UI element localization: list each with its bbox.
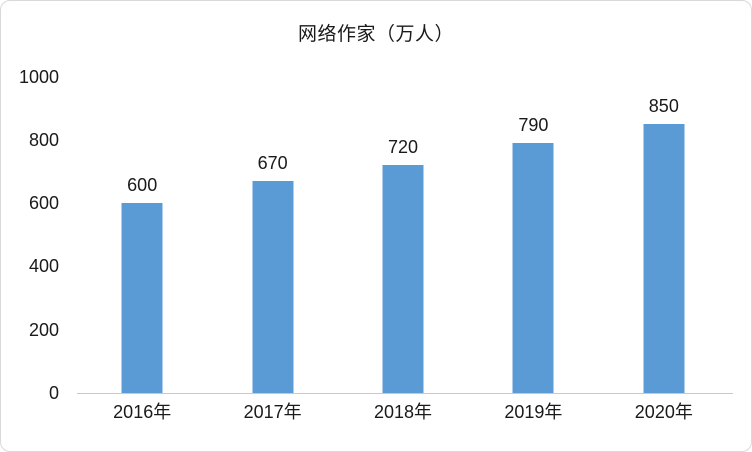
bar (512, 142, 554, 393)
y-axis-tick-label: 800 (28, 129, 59, 150)
x-axis-category-label: 2017年 (243, 402, 302, 422)
bar (252, 180, 294, 393)
bar-value-label: 720 (387, 137, 419, 158)
bar-slot: 850 2020年 (599, 1, 729, 422)
bar-value-label: 600 (127, 175, 158, 196)
x-axis-category-label: 2018年 (373, 402, 433, 422)
bar-value-label: 670 (257, 152, 288, 173)
x-axis-category-label: 2016年 (113, 402, 172, 422)
bar (643, 123, 685, 393)
x-axis-line (77, 393, 733, 394)
bar (121, 203, 163, 393)
x-axis-category-label: 2020年 (634, 402, 693, 422)
bar (382, 165, 424, 393)
y-axis-tick-label: 1000 (18, 66, 59, 87)
bar-value-label: 790 (518, 114, 549, 135)
bar-slot: 790 2019年 (468, 1, 598, 422)
y-axis-tick-label: 400 (28, 256, 59, 277)
x-axis-category-label: 2019年 (504, 402, 563, 422)
chart-title: 网络作家（万人） (297, 24, 454, 45)
y-axis-tick-label: 200 (28, 319, 59, 340)
bar-slot: 670 2017年 (207, 1, 337, 422)
plot-area: 600 2016年 670 2017年 720 2018年 790 2019年 850 2020年 (77, 1, 729, 422)
bar-slot: 720 2018年 (338, 1, 468, 422)
bar-value-label: 850 (648, 95, 679, 116)
y-axis-tick-label: 0 (48, 383, 59, 403)
bar-slot: 600 2016年 (77, 1, 207, 422)
y-axis-tick-label: 600 (28, 193, 59, 214)
